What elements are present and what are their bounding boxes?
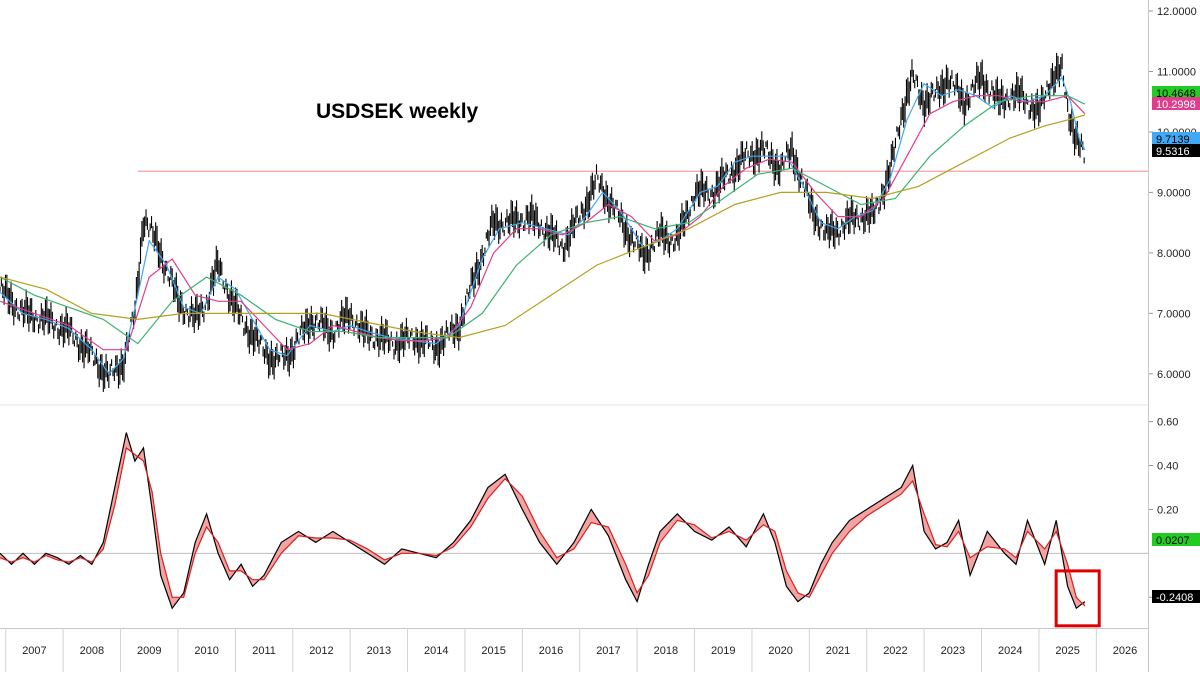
x-tick-label: 2013 <box>367 645 391 657</box>
y-tick-label: 7.0000 <box>1157 308 1191 320</box>
x-tick-label: 2025 <box>1055 645 1079 657</box>
oscillator-panel: 0.600.400.20-0.200.0207-0.2408 <box>0 404 1200 628</box>
value-flag-label: -0.2408 <box>1156 592 1193 604</box>
value-flag-label: 10.2998 <box>1156 99 1196 111</box>
x-axis: 2007 2008 2009 2010 2011 2012 2013 2014 2015 2016… <box>0 0 1149 672</box>
y-tick-label: 11.0000 <box>1157 67 1196 79</box>
moving-average-line <box>0 114 1086 339</box>
x-tick-label: 2008 <box>80 645 104 657</box>
moving-average-line <box>0 76 1086 375</box>
y-tick-label: 6.0000 <box>1157 369 1191 381</box>
value-flag-label: 0.0207 <box>1156 535 1190 547</box>
x-tick-label: 2011 <box>252 645 276 657</box>
x-tick-label: 2007 <box>22 645 46 657</box>
y-tick-label: 8.0000 <box>1157 248 1191 260</box>
y-tick-label: 0.60 <box>1157 417 1178 429</box>
y-tick-label: 12.0000 <box>1157 6 1197 18</box>
moving-average-line <box>0 95 1086 345</box>
value-flag <box>1152 144 1200 157</box>
value-flag-label: 9.7139 <box>1156 134 1190 146</box>
x-tick-label: 2026 <box>1113 645 1137 657</box>
y-tick-label: 0.40 <box>1157 461 1178 473</box>
x-tick-label: 2021 <box>826 645 850 657</box>
y-tick-label: 0.20 <box>1157 504 1178 516</box>
oscillator-line <box>0 432 1086 610</box>
x-tick-label: 2024 <box>998 645 1022 657</box>
value-flag <box>1152 132 1200 145</box>
x-tick-label: 2009 <box>137 645 161 657</box>
x-tick-label: 2010 <box>194 645 218 657</box>
value-flag <box>1152 590 1200 603</box>
x-tick-label: 2020 <box>768 645 792 657</box>
price-panel: 12.000011.000010.00009.00008.00007.00006… <box>0 6 1200 392</box>
x-tick-label: 2014 <box>424 645 448 657</box>
y-tick-label: 9.0000 <box>1157 187 1191 199</box>
value-flag-label: 9.5316 <box>1156 146 1190 158</box>
oscillator-line <box>0 446 1086 607</box>
x-tick-label: 2015 <box>481 645 505 657</box>
value-flag <box>1152 533 1200 546</box>
oscillator-fill <box>0 432 1085 609</box>
chart-title: USDSEK weekly <box>316 100 479 123</box>
x-tick-label: 2017 <box>596 645 620 657</box>
moving-average-line <box>0 95 1086 351</box>
x-tick-label: 2019 <box>711 645 735 657</box>
value-flag <box>1152 86 1200 99</box>
highlight-box <box>1054 569 1101 628</box>
x-tick-label: 2023 <box>941 645 965 657</box>
x-tick-label: 2016 <box>539 645 563 657</box>
x-tick-label: 2022 <box>883 645 907 657</box>
x-tick-label: 2012 <box>309 645 333 657</box>
x-tick-label: 2018 <box>654 645 678 657</box>
value-flag <box>1152 97 1200 110</box>
